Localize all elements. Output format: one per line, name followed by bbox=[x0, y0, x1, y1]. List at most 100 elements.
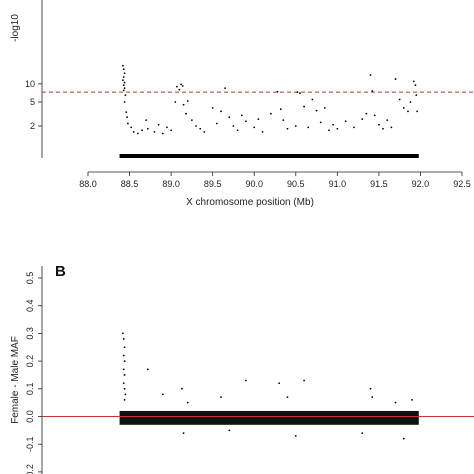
snp-point bbox=[122, 76, 125, 78]
maf-point bbox=[411, 398, 414, 401]
maf-point bbox=[146, 368, 149, 371]
baseline-point-band bbox=[119, 154, 419, 158]
panel-a-x-tick-label: 92.0 bbox=[412, 179, 430, 189]
panel-b-y-tick-label: 0.5 bbox=[25, 272, 35, 285]
maf-point bbox=[286, 396, 289, 399]
maf-point bbox=[245, 379, 247, 382]
snp-point bbox=[315, 109, 318, 112]
maf-point bbox=[228, 429, 231, 432]
snp-point bbox=[174, 101, 177, 103]
panel-a-x-tick-label: 88.0 bbox=[79, 179, 97, 189]
snp-point bbox=[409, 101, 412, 103]
maf-point bbox=[220, 396, 222, 399]
maf-point bbox=[123, 374, 126, 376]
snp-point bbox=[157, 123, 160, 126]
snp-point bbox=[296, 91, 299, 93]
maf-point bbox=[361, 432, 364, 435]
snp-point bbox=[232, 125, 235, 127]
snp-point bbox=[123, 87, 126, 90]
snp-point bbox=[307, 126, 310, 129]
panel-a-y-tick-label: 2 bbox=[30, 121, 35, 131]
snp-point bbox=[178, 88, 181, 91]
snp-point bbox=[394, 78, 397, 80]
panel-b-y-tick-label: 0.4 bbox=[25, 299, 35, 312]
snp-point bbox=[176, 85, 178, 88]
snp-point bbox=[211, 106, 214, 109]
snp-point bbox=[336, 127, 339, 130]
snp-point bbox=[236, 129, 239, 132]
snp-point bbox=[353, 126, 355, 129]
snp-point bbox=[279, 108, 282, 111]
panel-a-xlabel: X chromosome position (Mb) bbox=[186, 197, 314, 208]
panel-a-x-tick-label: 89.0 bbox=[162, 179, 180, 189]
snp-point bbox=[220, 110, 222, 113]
snp-point bbox=[122, 68, 125, 71]
snp-point bbox=[402, 106, 405, 109]
maf-point bbox=[161, 393, 164, 396]
maf-point bbox=[303, 379, 305, 382]
snp-point bbox=[390, 126, 393, 129]
snp-point bbox=[123, 101, 126, 103]
snp-point bbox=[145, 119, 148, 122]
maf-point bbox=[186, 401, 189, 404]
snp-point bbox=[181, 85, 184, 87]
panel-a-x-tick-label: 90.5 bbox=[287, 179, 305, 189]
maf-point bbox=[122, 382, 125, 385]
panel-a-y-tick-label: 5 bbox=[30, 97, 35, 107]
snp-point bbox=[122, 64, 124, 67]
snp-point bbox=[146, 127, 149, 130]
snp-point bbox=[182, 103, 185, 106]
maf-point bbox=[394, 401, 397, 404]
panel-b-label: B bbox=[55, 263, 66, 280]
snp-point bbox=[344, 120, 347, 123]
snp-point bbox=[282, 119, 285, 122]
maf-point bbox=[278, 382, 281, 385]
snp-point bbox=[126, 122, 129, 125]
maf-point bbox=[124, 393, 127, 396]
snp-point bbox=[253, 126, 256, 129]
snp-point bbox=[386, 119, 389, 122]
snp-point bbox=[377, 123, 380, 126]
snp-point bbox=[398, 98, 401, 101]
panel-a-chart: -log10 88.0 88.5 89.0 89.5 90.0 90.5 91.0 91.5 9… bbox=[10, 0, 474, 208]
snp-point bbox=[123, 72, 126, 75]
snp-point bbox=[311, 98, 314, 101]
panel-a-x-tick-label: 90.0 bbox=[245, 179, 263, 189]
snp-point bbox=[412, 80, 415, 83]
snp-point bbox=[365, 112, 368, 115]
maf-point bbox=[182, 432, 185, 435]
snp-point bbox=[269, 112, 272, 115]
maf-point bbox=[123, 360, 126, 362]
snp-point bbox=[373, 114, 376, 117]
panel-b-ylabel: Female - Male MAF bbox=[10, 336, 21, 424]
snp-point bbox=[257, 118, 260, 121]
snp-point bbox=[180, 83, 182, 86]
maf-point bbox=[123, 346, 126, 349]
panel-a-x-tick-label: 91.0 bbox=[329, 179, 347, 189]
snp-point bbox=[126, 116, 128, 119]
maf-point bbox=[369, 387, 372, 390]
snp-point bbox=[203, 130, 206, 133]
snp-point bbox=[215, 122, 218, 125]
snp-point bbox=[132, 130, 135, 133]
snp-point bbox=[153, 130, 156, 133]
snp-point bbox=[122, 84, 125, 87]
maf-point bbox=[122, 332, 124, 335]
snp-point bbox=[328, 129, 330, 132]
snp-point bbox=[245, 120, 247, 123]
maf-point bbox=[371, 396, 374, 399]
panel-b-y-tick-label: 0.1 bbox=[25, 383, 35, 396]
maf-point bbox=[122, 338, 125, 340]
snp-point bbox=[415, 94, 418, 97]
maf-point bbox=[294, 434, 297, 437]
panel-b-y-tick-label: -0.1 bbox=[25, 436, 35, 452]
snp-point bbox=[190, 119, 193, 122]
snp-point bbox=[228, 116, 231, 119]
snp-point bbox=[332, 123, 335, 126]
snp-point bbox=[170, 129, 173, 132]
snp-point bbox=[130, 126, 133, 129]
snp-point bbox=[323, 106, 326, 109]
snp-point bbox=[161, 132, 164, 135]
snp-point bbox=[136, 132, 139, 135]
